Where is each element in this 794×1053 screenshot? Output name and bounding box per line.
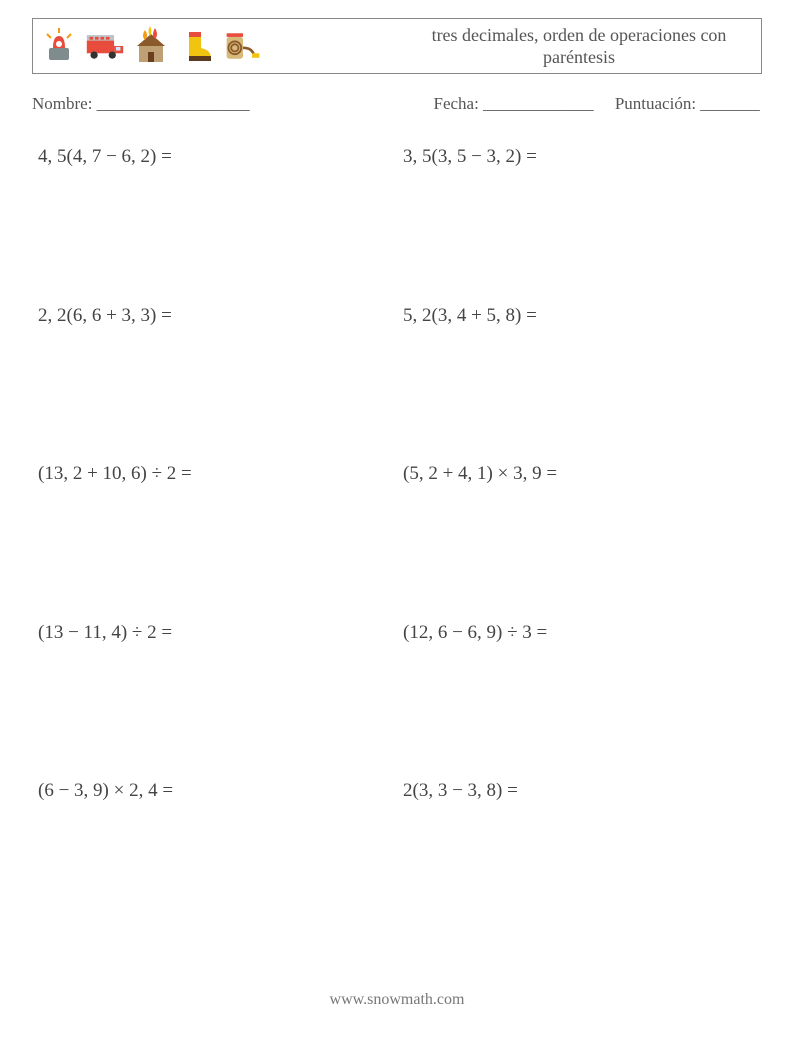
problem-cell: 4, 5(4, 7 − 6, 2) = — [32, 140, 397, 299]
header-icons — [33, 19, 397, 73]
problem-cell: (13, 2 + 10, 6) ÷ 2 = — [32, 457, 397, 616]
problem-cell: 3, 5(3, 5 − 3, 2) = — [397, 140, 762, 299]
date-label: Fecha: _____________ — [434, 94, 594, 113]
firetruck-icon — [85, 26, 125, 66]
problem-cell: 2, 2(6, 6 + 3, 3) = — [32, 299, 397, 458]
problems-area: 4, 5(4, 7 − 6, 2) = 3, 5(3, 5 − 3, 2) = … — [32, 140, 762, 933]
boot-icon — [177, 26, 217, 66]
fields-row: Nombre: __________________ Fecha: ______… — [32, 94, 762, 114]
problem-cell: 5, 2(3, 4 + 5, 8) = — [397, 299, 762, 458]
siren-icon — [39, 26, 79, 66]
burning-house-icon — [131, 26, 171, 66]
firehose-icon — [223, 26, 263, 66]
problem-cell: (13 − 11, 4) ÷ 2 = — [32, 616, 397, 775]
footer-url: www.snowmath.com — [0, 991, 794, 1009]
problem-cell: (12, 6 − 6, 9) ÷ 3 = — [397, 616, 762, 775]
problem-cell: (6 − 3, 9) × 2, 4 = — [32, 774, 397, 933]
worksheet-title: tres decimales, orden de operaciones con… — [397, 19, 761, 73]
problem-cell: (5, 2 + 4, 1) × 3, 9 = — [397, 457, 762, 616]
score-label: Puntuación: _______ — [615, 94, 760, 113]
problem-cell: 2(3, 3 − 3, 8) = — [397, 774, 762, 933]
name-label: Nombre: __________________ — [32, 94, 250, 113]
worksheet-header: tres decimales, orden de operaciones con… — [32, 18, 762, 74]
